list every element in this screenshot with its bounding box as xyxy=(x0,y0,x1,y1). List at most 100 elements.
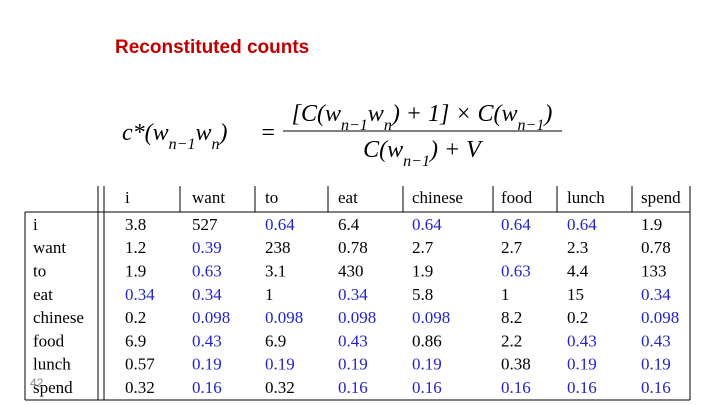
cell-value: 0.43 xyxy=(567,331,597,350)
cell-value: 0.098 xyxy=(641,308,679,327)
column-header: want xyxy=(192,188,225,207)
cell-value: 0.64 xyxy=(567,215,597,234)
cell-value: 0.16 xyxy=(412,378,442,397)
cell-value: 0.34 xyxy=(641,285,671,304)
cell-value: 1.9 xyxy=(412,262,433,281)
cell-value: 0.19 xyxy=(641,355,671,374)
row-header: want xyxy=(33,238,66,257)
cell-value: 0.78 xyxy=(338,238,368,257)
cell-value: 0.43 xyxy=(192,331,222,350)
cell-value: 0.32 xyxy=(125,378,155,397)
cell-value: 0.16 xyxy=(641,378,671,397)
cell-value: 0.16 xyxy=(192,378,222,397)
formula-part: w xyxy=(368,101,384,127)
row-header: i xyxy=(33,215,38,234)
row-header: lunch xyxy=(33,355,71,374)
formula-part: c*(w xyxy=(122,120,169,146)
subscript: n xyxy=(384,117,392,134)
cell-value: 2.7 xyxy=(412,238,434,257)
row-header: food xyxy=(33,331,65,350)
cell-value: 0.098 xyxy=(265,308,303,327)
subscript: n−1 xyxy=(341,117,368,134)
cell-value: 0.19 xyxy=(338,355,368,374)
formula-numerator: [C(wn−1wn) + 1] × C(wn−1) xyxy=(292,101,553,134)
formula-lhs: c*(wn−1wn) xyxy=(122,120,227,153)
column-header: i xyxy=(125,188,130,207)
formula-part: ) + V xyxy=(428,137,483,163)
formula-part: w xyxy=(195,120,211,146)
cell-value: 430 xyxy=(338,262,364,281)
cell-value: 0.16 xyxy=(567,378,597,397)
table: i want to eat chinese food lunch spend i 3.8 527 0.… xyxy=(33,186,681,397)
cell-value: 0.39 xyxy=(192,238,222,257)
cell-value: 2.2 xyxy=(501,331,522,350)
cell-value: 1.9 xyxy=(641,215,662,234)
column-header: eat xyxy=(338,188,358,207)
cell-value: 238 xyxy=(265,238,291,257)
cell-value: 0.19 xyxy=(412,355,442,374)
row-header: chinese xyxy=(33,308,84,327)
cell-value: 0.34 xyxy=(192,285,222,304)
formula-denominator: C(wn−1) + V xyxy=(363,137,483,170)
cell-value: 5.8 xyxy=(412,285,433,304)
cell-value: 0.78 xyxy=(641,238,671,257)
cell-value: 8.2 xyxy=(501,308,522,327)
cell-value: 0.38 xyxy=(501,355,531,374)
formula-part: ) xyxy=(217,120,227,146)
cell-value: 0.098 xyxy=(192,308,230,327)
cell-value: 0.63 xyxy=(501,262,531,281)
cell-value: 1.2 xyxy=(125,238,146,257)
column-header: food xyxy=(501,188,533,207)
cell-value: 1.9 xyxy=(125,262,146,281)
cell-value: 2.3 xyxy=(567,238,588,257)
column-header: chinese xyxy=(412,188,463,207)
column-header: lunch xyxy=(567,188,605,207)
cell-value: 0.86 xyxy=(412,331,442,350)
subscript: n−1 xyxy=(403,153,430,170)
cell-value: 0.2 xyxy=(567,308,588,327)
cell-value: 0.16 xyxy=(338,378,368,397)
cell-value: 0.43 xyxy=(338,331,368,350)
cell-value: 0.43 xyxy=(641,331,671,350)
formula-part: ) + 1] × C(w xyxy=(390,101,518,127)
cell-value: 1 xyxy=(265,285,274,304)
cell-value: 0.63 xyxy=(192,262,222,281)
slide-title: Reconstituted counts xyxy=(115,37,309,58)
cell-value: 0.57 xyxy=(125,355,155,374)
cell-value: 0.19 xyxy=(192,355,222,374)
cell-value: 15 xyxy=(567,285,584,304)
column-header: spend xyxy=(641,188,681,207)
formula-part: [C(w xyxy=(292,101,341,127)
cell-value: 6.4 xyxy=(338,215,360,234)
cell-value: 0.64 xyxy=(265,215,295,234)
cell-value: 133 xyxy=(641,262,667,281)
formula-part: C(w xyxy=(363,137,403,163)
cell-value: 527 xyxy=(192,215,218,234)
cell-value: 4.4 xyxy=(567,262,589,281)
cell-value: 0.64 xyxy=(501,215,531,234)
row-header: eat xyxy=(33,285,53,304)
cell-value: 0.32 xyxy=(265,378,295,397)
cell-value: 3.8 xyxy=(125,215,146,234)
cell-value: 6.9 xyxy=(265,331,286,350)
subscript: n xyxy=(211,136,219,153)
cell-value: 2.7 xyxy=(501,238,523,257)
formula-part: ) xyxy=(542,101,552,127)
cell-value: 0.64 xyxy=(412,215,442,234)
formula: c*(wn−1wn) =[C(wn−1wn) + 1] × C(wn−1)C(wn… xyxy=(122,101,552,170)
cell-value: 0.098 xyxy=(412,308,450,327)
cell-value: 6.9 xyxy=(125,331,146,350)
cell-value: 0.19 xyxy=(567,355,597,374)
cell-value: 0.34 xyxy=(338,285,368,304)
cell-value: 0.098 xyxy=(338,308,376,327)
equals-sign: = xyxy=(260,120,276,146)
slide-number: 42 xyxy=(30,376,44,390)
row-header: spend xyxy=(33,378,73,397)
subscript: n−1 xyxy=(169,136,196,153)
cell-value: 0.19 xyxy=(265,355,295,374)
cell-value: 0.16 xyxy=(501,378,531,397)
cell-value: 0.2 xyxy=(125,308,146,327)
cell-value: 1 xyxy=(501,285,510,304)
column-header: to xyxy=(265,188,278,207)
